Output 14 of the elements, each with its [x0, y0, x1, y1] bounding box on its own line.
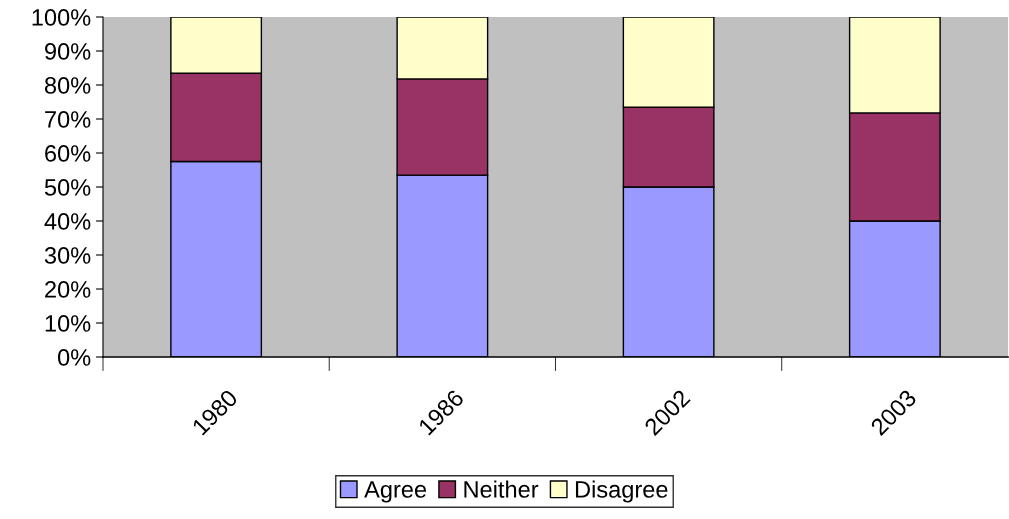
legend-label: Disagree	[575, 480, 668, 503]
legend-label: Neither	[464, 480, 539, 498]
y-tick-label: 100%	[32, 9, 91, 26]
y-tick-label: 50%	[44, 179, 91, 196]
y-tick-label: 10%	[45, 315, 91, 332]
y-tick-label: 30%	[44, 247, 91, 264]
legend-label: Agree	[364, 481, 427, 503]
y-tick-label: 80%	[44, 77, 91, 94]
y-tick-label: 70%	[45, 111, 91, 128]
y-tick-label: 0%	[57, 349, 91, 366]
y-tick-label: 20%	[45, 281, 91, 298]
y-tick-label: 60%	[45, 145, 91, 162]
y-tick-label: 40%	[44, 213, 91, 230]
y-tick-label: 90%	[45, 43, 91, 60]
